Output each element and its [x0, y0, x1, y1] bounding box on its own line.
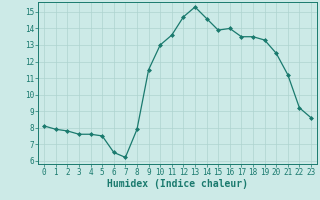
X-axis label: Humidex (Indice chaleur): Humidex (Indice chaleur): [107, 179, 248, 189]
